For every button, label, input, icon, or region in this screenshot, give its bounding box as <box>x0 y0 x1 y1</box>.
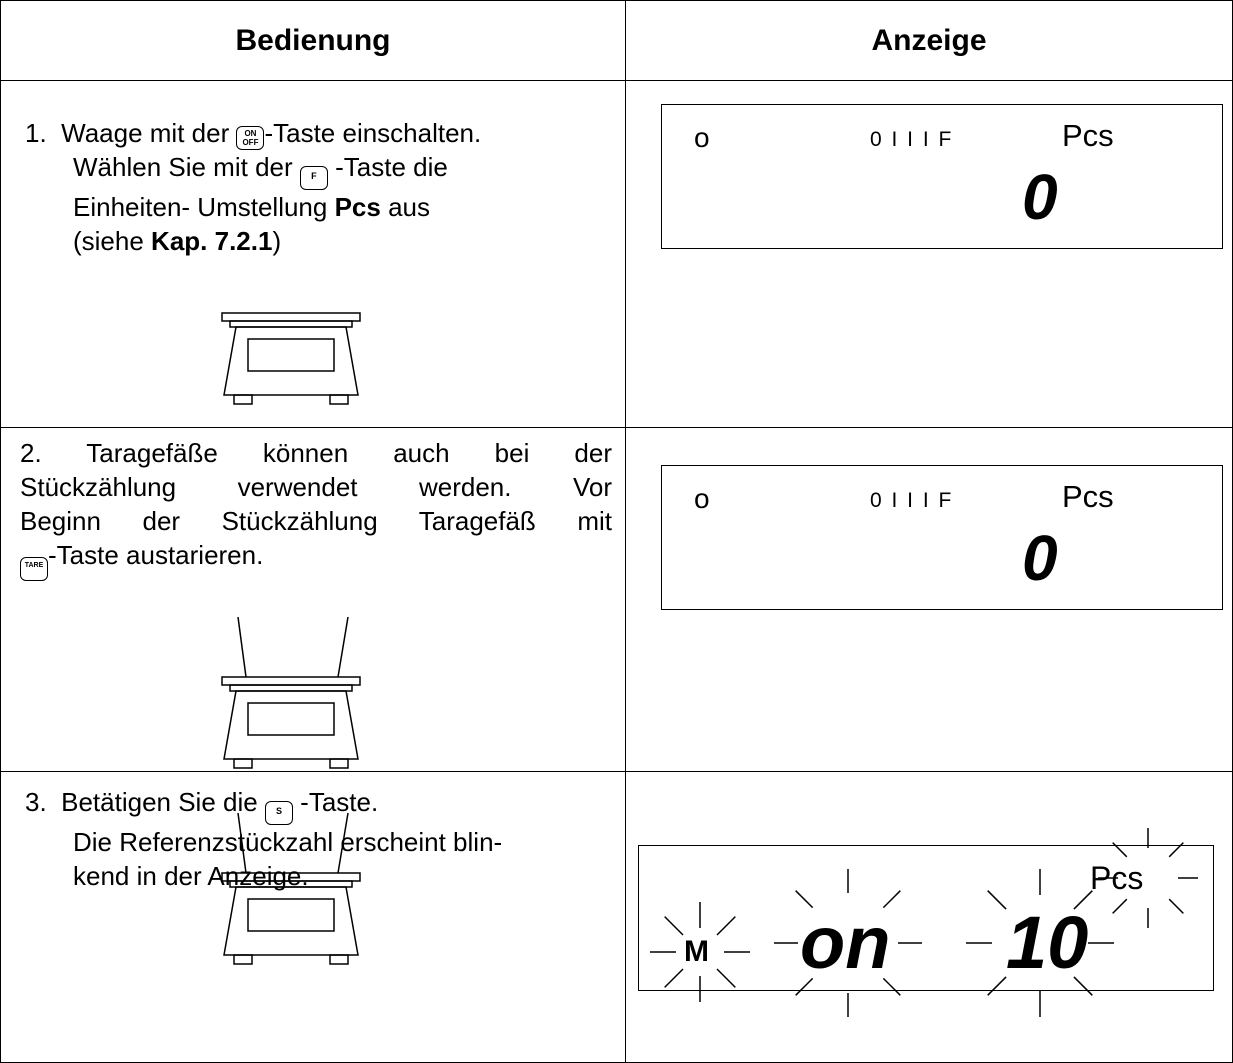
bold-text: Kap. 7.2.1 <box>151 226 273 256</box>
shape <box>237 812 247 874</box>
status: 0 I I I F <box>870 489 954 512</box>
value: 10 <box>1006 901 1089 984</box>
key-label: S <box>275 806 282 816</box>
shape <box>221 312 361 322</box>
shape <box>233 394 253 405</box>
shape <box>237 616 247 678</box>
shape <box>247 338 335 372</box>
shape <box>247 702 335 736</box>
display <box>638 845 1214 991</box>
key-icon: ON OFF <box>236 126 265 150</box>
text-line: (siehe Kap. 7.2.1) <box>25 224 481 258</box>
text: -Taste austarieren. <box>48 540 264 570</box>
text-line: Einheiten- Umstellung Pcs aus <box>25 190 481 224</box>
text: ) <box>272 226 282 256</box>
step-text: 1. Waage mit der ON OFF -Taste einschalten… <box>25 116 481 258</box>
shape <box>987 976 1007 996</box>
text: Stückzählung verwendet werden. Vor <box>20 472 612 502</box>
shape <box>229 684 353 692</box>
shape <box>1168 842 1184 858</box>
text-line: 2. Taragefäße können auch bei der <box>20 436 612 470</box>
shape <box>329 954 349 965</box>
text: -Taste die <box>327 152 448 182</box>
text-line: 3. Betätigen Sie die S -Taste. <box>25 785 502 825</box>
text-line: Beginn der Stückzählung Taragefäß mit <box>20 504 612 538</box>
key-icon: S <box>264 801 293 825</box>
shape <box>716 968 736 988</box>
key-icon: F <box>299 166 328 190</box>
value: 0 <box>1022 161 1058 233</box>
shape <box>233 758 253 769</box>
shape <box>233 954 253 965</box>
text: -Taste einschalten. <box>264 118 482 148</box>
shape <box>882 890 901 909</box>
text: Wählen Sie mit der <box>73 152 300 182</box>
shape <box>1112 898 1128 914</box>
shape <box>1168 898 1184 914</box>
shape <box>795 977 814 996</box>
step-text: 3. Betätigen Sie die S -Taste. Die Refere… <box>25 785 502 893</box>
shape <box>716 916 736 936</box>
shape <box>329 394 349 405</box>
text: 2. Taragefäße können auch bei der <box>20 438 612 468</box>
text-line: Stückzählung verwendet werden. Vor <box>20 470 612 504</box>
key-label: F <box>311 171 317 181</box>
text-line: Wählen Sie mit der F -Taste die <box>25 150 481 190</box>
shape <box>1073 890 1093 910</box>
mode: on <box>800 901 891 984</box>
scale-icon <box>221 312 361 405</box>
display <box>661 104 1223 249</box>
shape <box>664 968 684 988</box>
shape <box>664 916 684 936</box>
step-text: 2. Taragefäße können auch bei der Stückzä… <box>20 436 612 581</box>
shape <box>223 690 359 760</box>
key-label: ON <box>244 129 257 138</box>
shape <box>223 886 359 956</box>
text: kend in der Anzeige. <box>73 861 309 891</box>
value: 0 <box>1022 522 1058 594</box>
shape <box>795 890 814 909</box>
text: (siehe <box>73 226 152 256</box>
key-label: TARE <box>24 562 44 569</box>
unit: Pcs <box>1062 479 1114 514</box>
indicator: o <box>694 483 710 514</box>
text: Einheiten- Umstellung <box>73 192 335 222</box>
bold-text: Pcs <box>334 192 381 222</box>
shape <box>329 758 349 769</box>
shape <box>229 880 353 888</box>
display <box>661 465 1223 610</box>
shape <box>987 890 1007 910</box>
text-line: 1. Waage mit der ON OFF -Taste einschalten… <box>25 116 481 150</box>
shape <box>229 320 353 328</box>
unit: Pcs <box>1062 118 1114 153</box>
text: Die Referenzstückzahl erscheint blin- <box>73 827 503 857</box>
status: 0 I I I F <box>870 128 954 151</box>
text: Beginn der Stückzählung Taragefäß mit <box>20 506 612 536</box>
shape <box>1112 842 1128 858</box>
shape <box>1073 976 1093 996</box>
scale-icon <box>221 616 361 769</box>
text: 3. Betätigen Sie die <box>25 787 265 817</box>
shape <box>221 872 361 882</box>
shape <box>882 977 901 996</box>
shape <box>223 326 359 396</box>
shape <box>221 676 361 686</box>
text-line: kend in der Anzeige. <box>25 859 502 893</box>
text-line: Die Referenzstückzahl erscheint blin- <box>25 825 502 859</box>
indicator: o <box>694 122 710 153</box>
key-icon: TARE <box>20 557 48 581</box>
shape <box>247 898 335 932</box>
shape <box>337 616 349 678</box>
text: aus <box>380 192 430 222</box>
key-label: OFF <box>242 138 259 147</box>
text: -Taste. <box>292 787 379 817</box>
shape <box>337 812 349 874</box>
text: 1. Waage mit der <box>25 118 237 148</box>
indicator: M <box>684 935 709 968</box>
text-line: TARE -Taste austarieren. <box>20 538 612 581</box>
scale-icon <box>221 812 361 965</box>
